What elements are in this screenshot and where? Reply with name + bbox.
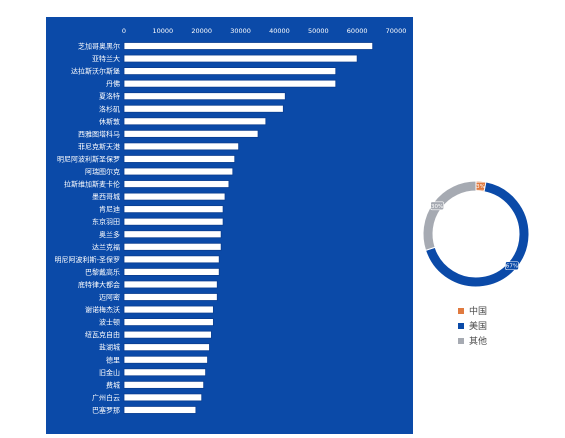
bar-19 [123,280,218,289]
legend-label-2: 其他 [469,337,488,347]
legend-swatch-0 [458,307,464,314]
category-label-4: 夏洛特 [99,92,120,101]
bar-26 [123,368,206,377]
x-tick-label-3: 30000 [230,27,251,35]
bar-18 [123,267,220,276]
bar-11 [123,180,230,188]
bar-16 [123,242,222,251]
bar-14 [123,217,224,226]
category-label-16: 达兰克福 [92,242,120,251]
bar-1 [123,54,358,63]
bar-8 [123,142,240,151]
category-label-14: 东京羽田 [92,217,120,226]
category-label-9: 明尼阿波利斯圣保罗 [57,154,120,163]
bar-0 [123,42,374,50]
category-label-22: 波士顿 [99,318,120,327]
legend-item-1: 美国 [458,318,487,333]
category-label-8: 菲尼克斯天港 [78,142,120,151]
bar-13 [123,205,224,214]
category-label-0: 芝加哥奥黑尔 [78,42,120,51]
category-label-21: 谢诺梅杰沃 [85,305,120,314]
legend-swatch-2 [458,337,464,344]
x-tick-label-7: 70000 [386,27,407,35]
bar-21 [123,305,214,314]
donut-label-1: 67% [506,264,518,270]
bar-29 [123,406,197,414]
category-label-29: 巴塞罗那 [92,405,120,414]
x-tick-label-2: 20000 [191,27,212,35]
bar-4 [123,92,286,101]
bar-28 [123,393,203,402]
category-label-6: 休斯敦 [99,117,120,126]
bar-9 [123,155,236,163]
bar-23 [123,330,212,339]
category-label-20: 迈阿密 [99,293,120,302]
donut-label-box-2 [430,201,444,211]
category-label-18: 巴黎戴高乐 [85,267,120,276]
x-tick-label-4: 40000 [269,27,290,35]
category-label-1: 亚特兰大 [92,54,120,63]
category-label-27: 费城 [106,380,120,389]
legend-item-2: 其他 [458,333,487,348]
x-tick-label-0: 0 [122,27,126,35]
category-label-3: 丹佛 [106,79,120,88]
category-label-17: 明尼阿波利斯-圣保罗 [54,255,120,264]
category-label-28: 广州白云 [92,393,120,402]
bar-17 [123,255,220,264]
donut-slice-2 [422,180,477,252]
bar-3 [123,79,337,88]
bar-12 [123,192,226,201]
bar-24 [123,343,210,352]
donut-label-0: 3% [476,184,485,190]
bar-7 [123,129,259,138]
category-label-19: 底特律大都会 [78,280,120,289]
legend-item-0: 中国 [458,303,487,318]
category-label-15: 奥兰多 [99,230,120,239]
category-label-11: 拉斯维加斯麦卡伦 [64,180,120,189]
category-label-5: 洛杉矶 [99,104,120,113]
category-label-7: 西雅图塔科马 [78,129,120,138]
donut-legend: 中国 美国 其他 [458,303,487,348]
x-tick-label-6: 60000 [347,27,368,35]
category-label-26: 旧金山 [99,368,120,377]
category-label-23: 纽瓦克自由 [85,330,120,339]
bar-10 [123,167,234,176]
category-label-25: 德里 [106,355,120,364]
bar-chart-panel: 0 10000 20000 30000 40000 50000 60000 70000 芝加哥奥… [46,17,413,434]
bar-20 [123,293,218,301]
legend-label-0: 中国 [469,307,488,317]
legend-label-1: 美国 [469,322,488,332]
bar-5 [123,104,284,113]
bar-2 [123,67,337,75]
bar-chart: 0 10000 20000 30000 40000 50000 60000 70000 芝加哥奥… [54,27,407,414]
bar-15 [123,230,222,239]
x-tick-label-1: 10000 [153,27,174,35]
category-label-24: 盐湖城 [99,343,120,352]
category-label-12: 墨西哥城 [92,193,120,201]
bar-22 [123,318,214,327]
legend-swatch-1 [458,322,464,329]
bar-6 [123,117,267,126]
category-label-10: 阿瑞图尔克 [85,167,120,176]
donut-label-2: 30% [431,204,443,210]
bar-27 [123,380,205,389]
donut-label-box-1 [505,261,519,271]
donut-chart: 3% 67% 30% [422,180,530,288]
bar-25 [123,355,208,364]
category-label-2: 达拉斯沃尔斯堡 [71,67,120,76]
x-tick-label-5: 50000 [308,27,329,35]
category-label-13: 肯尼迪 [99,205,120,214]
